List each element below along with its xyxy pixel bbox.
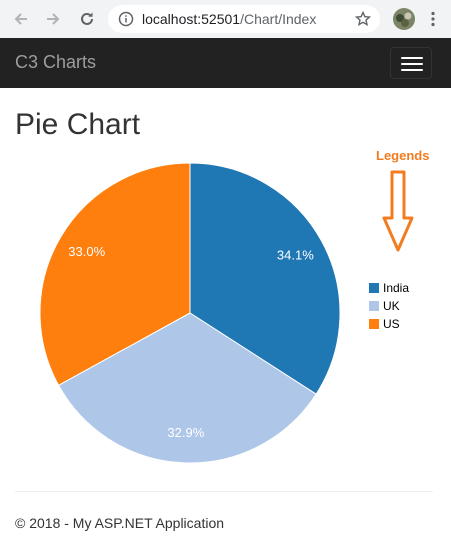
url-text: localhost:52501/Chart/Index [142, 11, 316, 27]
address-bar[interactable]: localhost:52501/Chart/Index [108, 5, 380, 33]
info-icon[interactable] [118, 11, 134, 27]
forward-arrow-icon [47, 13, 60, 25]
legend-swatch [369, 301, 379, 311]
url-host: localhost:52501 [142, 11, 241, 27]
chart-legend: India UK US [369, 281, 409, 331]
legend-item-us[interactable]: US [369, 317, 400, 331]
reload-button[interactable] [75, 7, 99, 31]
forward-button[interactable] [41, 7, 65, 31]
footer-copyright: © 2018 - My ASP.NET Application [15, 515, 225, 531]
legend-label: US [383, 317, 400, 331]
pie-slice-india[interactable] [189, 162, 341, 395]
legend-swatch [369, 283, 379, 293]
more-options-icon[interactable] [430, 11, 436, 27]
profile-avatar[interactable] [393, 8, 415, 30]
navbar-toggle-button[interactable] [390, 47, 432, 79]
legend-swatch [369, 319, 379, 329]
legends-callout-label: Legends [376, 148, 430, 163]
legend-item-uk[interactable]: UK [369, 299, 400, 313]
pie-label-uk: 32.9% [167, 425, 204, 440]
legends-callout-arrow-icon [382, 170, 414, 252]
legend-label: India [383, 281, 409, 295]
app-navbar: C3 Charts [0, 38, 451, 88]
star-icon[interactable] [355, 11, 371, 27]
pie-label-india: 34.1% [277, 248, 314, 263]
legend-item-india[interactable]: India [369, 281, 409, 295]
back-arrow-icon [14, 13, 27, 25]
pie-slice-us[interactable] [39, 162, 191, 386]
pie-label-us: 33.0% [68, 244, 105, 259]
brand-link[interactable]: C3 Charts [15, 52, 97, 72]
back-button[interactable] [9, 7, 33, 31]
pie-value-labels: 34.1% 32.9% 33.0% [68, 244, 314, 440]
url-path: /Chart/Index [240, 11, 317, 27]
footer-divider [15, 491, 433, 492]
pie-slice-uk[interactable] [57, 312, 317, 464]
browser-toolbar: localhost:52501/Chart/Index [0, 0, 451, 39]
page-title: Pie Chart [15, 108, 141, 141]
reload-icon [81, 12, 93, 25]
pie-slices [39, 162, 341, 464]
legend-label: UK [383, 299, 400, 313]
avatar-image-icon [393, 8, 415, 30]
